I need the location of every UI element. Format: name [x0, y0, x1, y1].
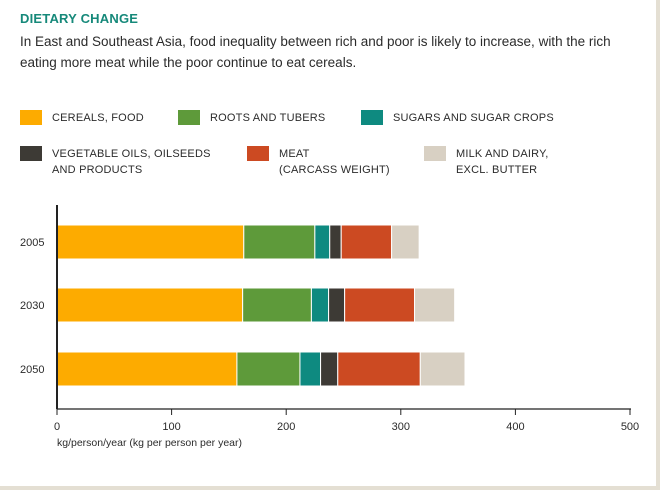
category-label: 2005 [20, 237, 44, 249]
x-tick-label: 100 [162, 421, 180, 433]
legend-item: MEAT (CARCASS WEIGHT) [247, 146, 390, 178]
bar-segment [328, 287, 346, 323]
chart-title: DIETARY CHANGE [20, 11, 139, 26]
bar-segment [56, 351, 238, 387]
legend-label: ROOTS AND TUBERS [210, 112, 326, 124]
legend-item: MILK AND DAIRY, EXCL. BUTTER [424, 146, 548, 178]
legend-swatch [178, 110, 200, 125]
legend-label: MILK AND DAIRY, EXCL. BUTTER [456, 148, 549, 176]
bar-segment [56, 224, 245, 260]
legend-label: CEREALS, FOOD [52, 112, 144, 124]
bar-segment [236, 351, 301, 387]
legend-swatch [20, 146, 42, 161]
bar-segment [299, 351, 322, 387]
category-label: 2030 [20, 300, 44, 312]
bar-segment [344, 287, 416, 323]
x-tick-label: 400 [506, 421, 524, 433]
x-tick-label: 0 [54, 421, 60, 433]
bar-segment [56, 287, 244, 323]
bar-segment [243, 224, 316, 260]
legend-item: SUGARS AND SUGAR CROPS [361, 110, 554, 126]
bar-segment [337, 351, 421, 387]
legend-label: SUGARS AND SUGAR CROPS [393, 112, 554, 124]
legend-swatch [247, 146, 269, 161]
legend-label: VEGETABLE OILS, OILSEEDS AND PRODUCTS [52, 148, 211, 176]
legend-swatch [361, 110, 383, 125]
legend-item: VEGETABLE OILS, OILSEEDS AND PRODUCTS [20, 146, 211, 178]
x-tick-label: 200 [277, 421, 295, 433]
legend-swatch [20, 110, 42, 125]
bar-segment [419, 351, 466, 387]
legend-swatch [424, 146, 446, 161]
bar-segment [340, 224, 393, 260]
legend-item: ROOTS AND TUBERS [178, 110, 325, 126]
bar-segment [242, 287, 312, 323]
bar-segment [310, 287, 330, 323]
legend-item: CEREALS, FOOD [20, 110, 144, 126]
x-axis-label: kg/person/year (kg per person per year) [57, 437, 242, 449]
bar-segment [320, 351, 339, 387]
category-label: 2050 [20, 364, 44, 376]
bar-segment [391, 224, 420, 260]
bar-segment [314, 224, 331, 260]
bar-segment [329, 224, 342, 260]
bar-segment [414, 287, 456, 323]
x-tick-label: 500 [621, 421, 639, 433]
chart-subtitle: In East and Southeast Asia, food inequal… [20, 34, 611, 70]
legend-label: MEAT (CARCASS WEIGHT) [279, 148, 390, 176]
x-tick-label: 300 [392, 421, 410, 433]
